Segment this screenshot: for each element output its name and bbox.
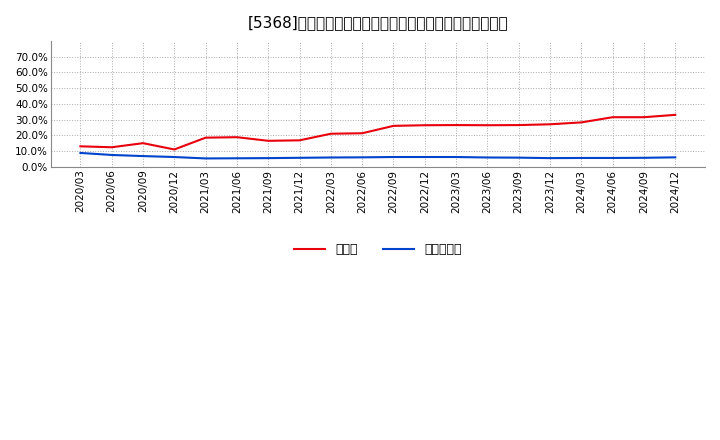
現顀金: [170, 147, 179, 152]
有利子負債: [139, 154, 148, 159]
現顀金: [451, 122, 460, 128]
現顀金: [671, 112, 680, 117]
有利子負債: [546, 155, 554, 161]
Title: [5368]　現顀金、有利子負債の総資産に対する比率の推移: [5368] 現顀金、有利子負債の総資産に対する比率の推移: [248, 15, 508, 30]
現顀金: [639, 114, 648, 120]
有利子負債: [639, 155, 648, 161]
現顀金: [233, 135, 241, 140]
現顀金: [546, 121, 554, 127]
現顀金: [390, 123, 398, 128]
現顀金: [107, 145, 116, 150]
現顀金: [264, 138, 273, 143]
有利子負債: [233, 156, 241, 161]
有利子負債: [483, 155, 492, 160]
有利子負債: [608, 155, 617, 161]
有利子負債: [295, 155, 304, 161]
Line: 有利子負債: 有利子負債: [81, 153, 675, 158]
有利子負債: [577, 155, 585, 161]
有利子負債: [202, 156, 210, 161]
Line: 現顀金: 現顀金: [81, 115, 675, 150]
現顀金: [358, 131, 366, 136]
有利子負債: [451, 154, 460, 160]
現顀金: [608, 114, 617, 120]
現顀金: [76, 144, 85, 149]
有利子負債: [358, 155, 366, 160]
有利子負債: [264, 155, 273, 161]
有利子負債: [671, 155, 680, 160]
有利子負債: [514, 155, 523, 160]
有利子負債: [327, 155, 336, 160]
Legend: 現顀金, 有利子負債: 現顀金, 有利子負債: [289, 238, 467, 261]
現顀金: [420, 123, 429, 128]
現顀金: [577, 120, 585, 125]
有利子負債: [76, 150, 85, 156]
有利子負債: [420, 154, 429, 160]
現顀金: [483, 123, 492, 128]
現顀金: [327, 131, 336, 136]
有利子負債: [107, 152, 116, 158]
有利子負債: [390, 154, 398, 160]
現顀金: [514, 122, 523, 128]
現顀金: [139, 140, 148, 146]
現顀金: [295, 138, 304, 143]
現顀金: [202, 135, 210, 140]
有利子負債: [170, 154, 179, 160]
